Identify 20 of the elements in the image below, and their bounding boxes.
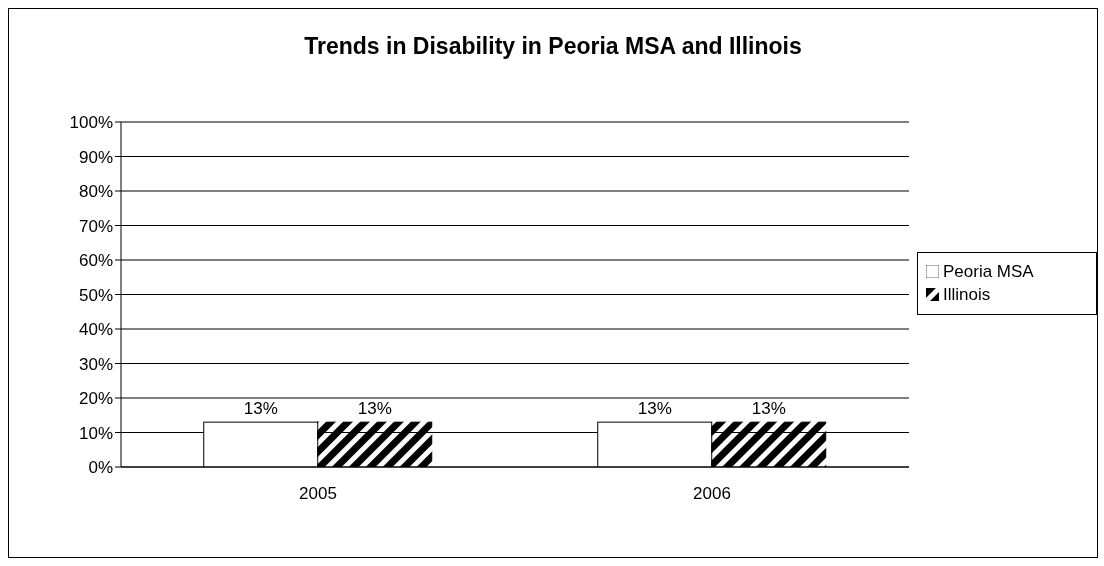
- legend-label: Peoria MSA: [943, 261, 1034, 282]
- data-label: 13%: [243, 399, 278, 419]
- y-tick-label: 40%: [78, 320, 113, 340]
- y-tick-label: 50%: [78, 285, 113, 305]
- y-tick-label: 100%: [69, 113, 113, 133]
- y-tick-label: 30%: [78, 354, 113, 374]
- y-tick-label: 0%: [88, 458, 113, 478]
- data-label: 13%: [637, 399, 672, 419]
- y-tick-label: 90%: [78, 147, 113, 167]
- data-label: 13%: [357, 399, 392, 419]
- chart-title: Trends in Disability in Peoria MSA and Illinois: [303, 33, 803, 60]
- y-tick-label: 20%: [78, 389, 113, 409]
- data-label: 13%: [751, 399, 786, 419]
- y-tick-label: 70%: [78, 216, 113, 236]
- y-tick-label: 80%: [78, 182, 113, 202]
- x-tick-label: 2006: [693, 484, 731, 504]
- x-tick-label: 2005: [299, 484, 337, 504]
- y-tick-label: 60%: [78, 251, 113, 271]
- y-tick-label: 10%: [78, 423, 113, 443]
- legend-label: Illinois: [943, 284, 991, 305]
